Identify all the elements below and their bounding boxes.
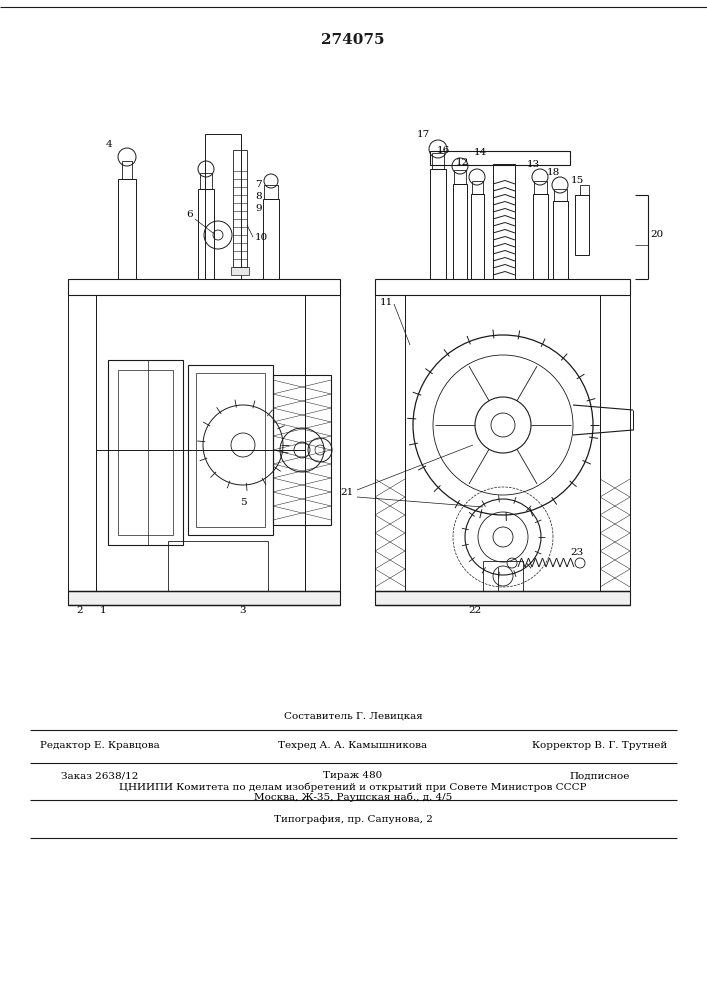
Text: Составитель Г. Левицкая: Составитель Г. Левицкая: [284, 711, 422, 720]
Text: Редактор Е. Кравцова: Редактор Е. Кравцова: [40, 742, 160, 750]
Bar: [96, 295, 305, 591]
Bar: [432, 153, 444, 169]
Bar: [483, 561, 523, 591]
Bar: [493, 164, 515, 279]
Bar: [196, 373, 265, 527]
Bar: [533, 194, 548, 279]
Text: 23: 23: [570, 548, 583, 557]
Text: Корректор В. Г. Трутней: Корректор В. Г. Трутней: [532, 742, 667, 750]
Text: 16: 16: [437, 146, 450, 155]
Text: 4: 4: [105, 140, 112, 149]
Bar: [198, 189, 214, 279]
Text: 9: 9: [255, 204, 262, 213]
Bar: [575, 195, 589, 255]
Bar: [430, 151, 570, 165]
Bar: [430, 169, 446, 279]
Text: 5: 5: [240, 498, 246, 507]
Bar: [273, 375, 331, 525]
Bar: [68, 279, 340, 295]
Text: 2: 2: [76, 606, 83, 615]
Text: 1: 1: [100, 606, 106, 615]
Text: Заказ 2638/12: Заказ 2638/12: [62, 772, 139, 780]
Bar: [205, 134, 241, 279]
Bar: [118, 179, 136, 279]
Bar: [580, 185, 589, 195]
Bar: [108, 360, 183, 545]
Text: 6: 6: [187, 210, 193, 219]
Text: 17: 17: [416, 130, 430, 139]
Text: 8: 8: [255, 192, 262, 201]
Bar: [534, 181, 547, 194]
Bar: [472, 181, 483, 194]
Bar: [200, 173, 212, 189]
Text: Техред А. А. Камышникова: Техред А. А. Камышникова: [279, 742, 428, 750]
Text: 10: 10: [255, 233, 268, 242]
Text: 13: 13: [527, 160, 540, 169]
Bar: [554, 189, 567, 201]
Text: ЦНИИПИ Комитета по делам изобретений и открытий при Совете Министров СССР: ЦНИИПИ Комитета по делам изобретений и о…: [119, 782, 587, 792]
Text: 21: 21: [340, 488, 354, 497]
Text: 14: 14: [474, 148, 487, 157]
Bar: [375, 591, 630, 605]
Bar: [188, 365, 273, 535]
Bar: [454, 170, 466, 184]
Bar: [264, 185, 278, 199]
Bar: [405, 295, 600, 591]
Bar: [453, 184, 467, 279]
Text: 15: 15: [571, 176, 584, 185]
Text: Типография, пр. Сапунова, 2: Типография, пр. Сапунова, 2: [274, 816, 433, 824]
Text: 3: 3: [240, 606, 246, 615]
Text: Москва, Ж-35, Раушская наб., д. 4/5: Москва, Ж-35, Раушская наб., д. 4/5: [254, 792, 452, 802]
Text: 274075: 274075: [321, 33, 385, 47]
Bar: [375, 279, 630, 295]
Text: 18: 18: [547, 168, 560, 177]
Bar: [263, 199, 279, 279]
Text: Тираж 480: Тираж 480: [323, 772, 382, 780]
Text: 11: 11: [380, 298, 393, 307]
Bar: [168, 541, 268, 591]
Bar: [471, 194, 484, 279]
Bar: [600, 295, 630, 591]
Bar: [233, 150, 247, 270]
Text: 20: 20: [650, 230, 663, 239]
Text: 7: 7: [255, 180, 262, 189]
Bar: [68, 295, 96, 591]
Bar: [68, 591, 340, 605]
Bar: [231, 267, 249, 275]
Bar: [122, 161, 132, 179]
Bar: [375, 295, 405, 591]
Bar: [305, 295, 340, 591]
Bar: [118, 370, 173, 535]
Text: Подписное: Подписное: [570, 772, 630, 780]
Bar: [553, 201, 568, 279]
Text: 22: 22: [468, 606, 481, 615]
Text: 12: 12: [456, 158, 469, 167]
